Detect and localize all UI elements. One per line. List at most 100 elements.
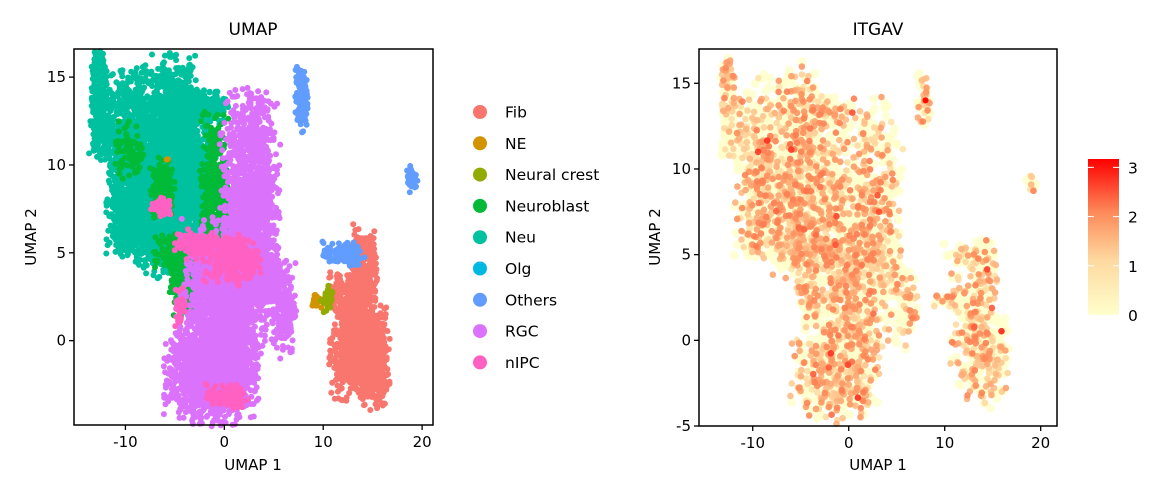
cell-point-neuroblast [202, 109, 208, 115]
cell-point-neu [135, 75, 141, 81]
cell-point-neu [167, 123, 173, 129]
cell-point-neu [125, 251, 131, 257]
cell-point-neu [140, 128, 146, 134]
cell-point-neu [138, 70, 144, 76]
cell-point-neu [108, 73, 114, 79]
cell-point-neu [173, 57, 179, 63]
cell-point-neu [128, 93, 134, 99]
cell-point-neu [162, 53, 168, 59]
cell-point-neu [119, 70, 125, 76]
cell-point-neu [93, 90, 99, 96]
cell-point-neu [120, 85, 126, 91]
cell-point-neu [98, 121, 104, 127]
cell-point-neu [182, 113, 188, 119]
cell-point-neu [148, 146, 154, 152]
cell-point-neu [138, 193, 144, 199]
cell-point-neu [131, 112, 137, 118]
cell-point-neu [105, 113, 111, 119]
cell-point-neu [140, 64, 146, 70]
cell-point-neu [107, 87, 113, 93]
cell-point-neu [155, 76, 161, 82]
cell-point-neu [184, 160, 190, 166]
cell-point-neu [115, 111, 121, 117]
cell-point-neu [143, 172, 149, 178]
cell-point-neu [193, 149, 199, 155]
cell-point-neu [201, 92, 207, 98]
cell-point-neu [145, 201, 151, 207]
cell-point-neu [178, 118, 184, 124]
cell-point-neu [105, 242, 111, 248]
cell-point-neu [134, 220, 140, 226]
cell-point-neu [152, 90, 158, 96]
cell-point-neu [207, 89, 213, 95]
cell-point-neu [184, 170, 190, 176]
cell-point-neu [160, 147, 166, 153]
cell-point-neu [95, 127, 101, 133]
cell-point-neu [185, 140, 191, 146]
cell-point-neu [188, 68, 194, 74]
cell-point-neu [184, 189, 190, 195]
cell-point-neu [166, 136, 172, 142]
cell-point-neu [181, 91, 187, 97]
cell-point-neu [101, 66, 107, 72]
cell-point-neu [148, 156, 154, 162]
cell-point-neu [112, 102, 118, 108]
cell-point-neu [146, 80, 152, 86]
cell-point-neu [107, 156, 113, 162]
cell-point-neu [197, 98, 203, 104]
cell-point-neu [155, 275, 161, 281]
cell-point-neu [173, 52, 179, 58]
cell-point-neu [142, 257, 148, 263]
cell-point-neu [127, 101, 133, 107]
cell-point-neu [132, 234, 138, 240]
cell-point-neu [90, 68, 96, 74]
cell-point-neu [137, 186, 143, 192]
cell-point-neu [139, 232, 145, 238]
cell-point-neu [185, 151, 191, 157]
cell-point-neu [188, 209, 194, 215]
cell-point-neu [148, 69, 154, 75]
cell-point-neu [95, 58, 101, 64]
cell-point-neuroblast [206, 154, 212, 160]
cell-point-neu [141, 246, 147, 252]
cell-point-neu [173, 110, 179, 116]
cell-point-neu [214, 89, 220, 95]
left-plot-title: UMAP [229, 20, 278, 40]
cell-point-neu [191, 121, 197, 127]
cell-point-neu [103, 251, 109, 257]
cell-point-neu [166, 109, 172, 115]
cell-point-neu [163, 221, 169, 227]
cell-point-neu [138, 181, 144, 187]
cell-point-neu [111, 116, 117, 122]
cell-point-neu [140, 114, 146, 120]
cell-point-neu [107, 180, 113, 186]
cell-point-neu [113, 249, 119, 255]
cell-point-neu [175, 96, 181, 102]
cell-point-neu [136, 90, 142, 96]
cell-point-neu [187, 62, 193, 68]
cell-point-neu [202, 102, 208, 108]
cell-point-neu [140, 96, 146, 102]
cell-point-neu [192, 53, 198, 59]
cell-point-neu [96, 82, 102, 88]
cell-point-neu [111, 195, 117, 201]
cell-point-neu [96, 137, 102, 143]
cell-point-neu [179, 169, 185, 175]
cell-point-neu [112, 94, 118, 100]
cell-point-neu [102, 149, 108, 155]
left-x-axis-label: UMAP 1 [224, 456, 282, 474]
cell-point-neu [129, 197, 135, 203]
cell-point-neu [127, 183, 133, 189]
left-y-axis-label: UMAP 2 [22, 208, 40, 266]
cell-point-neu [150, 125, 156, 131]
cell-point-neu [192, 129, 198, 135]
cell-point-neu [166, 71, 172, 77]
cell-point-neu [94, 116, 100, 122]
cell-point-neuroblast [221, 112, 227, 118]
cell-point-neu [117, 215, 123, 221]
cell-point-neu [128, 79, 134, 85]
cell-point-neu [172, 223, 178, 229]
cell-point-neu [182, 196, 188, 202]
cell-point-neu [128, 69, 134, 75]
cell-point-neu [122, 110, 128, 116]
